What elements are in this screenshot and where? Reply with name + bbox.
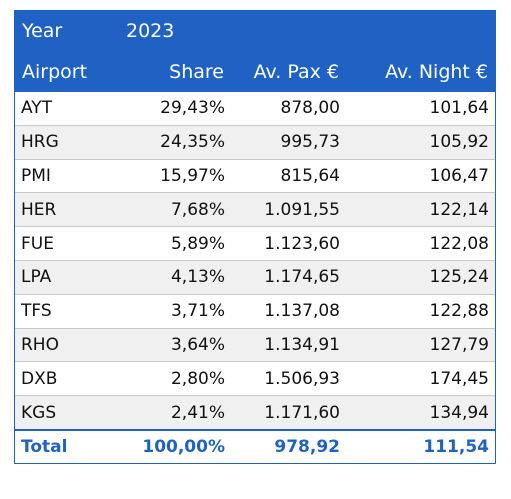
table-row: TFS 3,71% 1.137,08 122,88 [14, 294, 496, 329]
table-cell: 878,00 [232, 92, 347, 126]
table-row: LPA 4,13% 1.174,65 125,24 [14, 260, 496, 295]
table-cell: PMI [14, 159, 118, 194]
table-cell: 122,88 [347, 294, 496, 329]
table-cell: 2,80% [118, 361, 232, 397]
table-cell: 815,64 [232, 159, 347, 194]
table-cell: HER [14, 192, 118, 228]
table-row: KGS 2,41% 1.171,60 134,94 [14, 395, 496, 431]
table-container: Year 2023 Airport Share Av. Pax € Av. Night €… [14, 10, 496, 464]
table-cell: 29,43% [118, 92, 232, 126]
table-cell: Av. Pax € [232, 51, 347, 92]
table-cell: 24,35% [118, 125, 232, 160]
table-cell: 7,68% [118, 192, 232, 228]
table-cell: 125,24 [347, 260, 496, 295]
table-cell: 978,92 [232, 428, 347, 464]
table-cell: LPA [14, 260, 118, 295]
table-cell: 1.171,60 [232, 395, 347, 431]
table-cell: 2,41% [118, 395, 232, 431]
table-cell: DXB [14, 361, 118, 397]
table-cell [232, 10, 347, 51]
table-cell: Total [14, 428, 118, 464]
table-cell: 127,79 [347, 328, 496, 363]
table-cell: AYT [14, 92, 118, 126]
table-row: AYT 29,43% 878,00 101,64 [14, 92, 496, 126]
table-cell: 106,47 [347, 159, 496, 194]
table-cell: 1.134,91 [232, 328, 347, 363]
table-cell: 15,97% [118, 159, 232, 194]
table-cell: 111,54 [347, 428, 496, 464]
table-cell: 101,64 [347, 92, 496, 126]
table-cell: Av. Night € [347, 51, 496, 92]
table-cell: 1.123,60 [232, 226, 347, 261]
table-cell: 122,14 [347, 192, 496, 228]
table-cell: 1.091,55 [232, 192, 347, 228]
table-cell: 134,94 [347, 395, 496, 431]
table-cell: 3,64% [118, 328, 232, 363]
table-cell: 122,08 [347, 226, 496, 261]
table-cell: 100,00% [118, 428, 232, 464]
table-cell: TFS [14, 294, 118, 329]
table-cell: RHO [14, 328, 118, 363]
table-cell: 2023 [118, 10, 232, 51]
table-row: DXB 2,80% 1.506,93 174,45 [14, 361, 496, 397]
table-cell: 995,73 [232, 125, 347, 160]
table-cell: FUE [14, 226, 118, 261]
table-cell: 3,71% [118, 294, 232, 329]
table-cell: 1.506,93 [232, 361, 347, 397]
total-row: Total 100,00% 978,92 111,54 [14, 428, 496, 464]
table-body: AYT 29,43% 878,00 101,64 HRG 24,35% 995,73 105,… [14, 92, 496, 464]
table-cell: 1.174,65 [232, 260, 347, 295]
table-header: Year 2023 Airport Share Av. Pax € Av. Night € [14, 10, 496, 92]
table-cell: 4,13% [118, 260, 232, 295]
table-row: HRG 24,35% 995,73 105,92 [14, 125, 496, 160]
table-row: HER 7,68% 1.091,55 122,14 [14, 192, 496, 228]
table-cell: HRG [14, 125, 118, 160]
table-cell: 174,45 [347, 361, 496, 397]
table-cell: Share [118, 51, 232, 92]
table-cell: 1.137,08 [232, 294, 347, 329]
table-cell: 5,89% [118, 226, 232, 261]
table-cell: Year [14, 10, 118, 51]
table-cell: Airport [14, 51, 118, 92]
header-row: Airport Share Av. Pax € Av. Night € [14, 51, 496, 92]
table-cell: KGS [14, 395, 118, 431]
table: Year 2023 Airport Share Av. Pax € Av. Night €… [14, 10, 496, 464]
table-cell [347, 10, 496, 51]
table-row: PMI 15,97% 815,64 106,47 [14, 159, 496, 194]
table-cell: 105,92 [347, 125, 496, 160]
header-row: Year 2023 [14, 10, 496, 51]
table-row: FUE 5,89% 1.123,60 122,08 [14, 226, 496, 261]
table-row: RHO 3,64% 1.134,91 127,79 [14, 328, 496, 363]
